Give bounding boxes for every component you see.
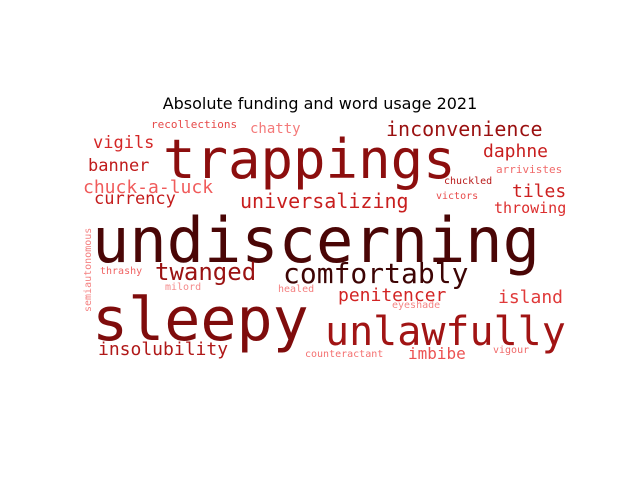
word-banner: banner: [88, 156, 149, 176]
word-arrivistes: arrivistes: [496, 163, 562, 176]
word-throwing: throwing: [494, 199, 566, 217]
word-trappings: trappings: [163, 128, 456, 191]
word-twanged: twanged: [155, 258, 256, 286]
word-victors: victors: [436, 191, 478, 202]
word-daphne: daphne: [483, 141, 548, 162]
word-eyeshade: eyeshade: [392, 300, 440, 311]
word-chuck-a-luck: chuck-a-luck: [83, 177, 213, 198]
word-vigour: vigour: [493, 345, 529, 356]
word-chuckled: chuckled: [444, 176, 492, 187]
word-sleepy: sleepy: [92, 285, 309, 355]
word-thrashy: thrashy: [100, 266, 142, 277]
word-recollections: recollections: [151, 118, 237, 131]
word-inconvenience: inconvenience: [386, 117, 543, 141]
word-currency: currency: [94, 189, 176, 209]
word-semiautonomous: semiautonomous: [83, 228, 94, 312]
word-universalizing: universalizing: [240, 189, 409, 213]
word-unlawfully: unlawfully: [325, 309, 566, 355]
word-healed: healed: [278, 284, 314, 295]
word-imbibe: imbibe: [408, 344, 466, 363]
word-tiles: tiles: [512, 181, 566, 202]
word-milord: milord: [165, 282, 201, 293]
word-chatty: chatty: [250, 121, 301, 137]
word-vigils: vigils: [93, 133, 154, 153]
word-penitencer: penitencer: [338, 285, 447, 306]
word-undiscerning: undiscerning: [92, 204, 540, 277]
word-comfortably: comfortably: [283, 257, 468, 290]
word-counteractant: counteractant: [305, 349, 383, 360]
chart-title: Absolute funding and word usage 2021: [162, 94, 478, 113]
word-insolubility: insolubility: [98, 339, 228, 360]
word-island: island: [498, 287, 563, 308]
